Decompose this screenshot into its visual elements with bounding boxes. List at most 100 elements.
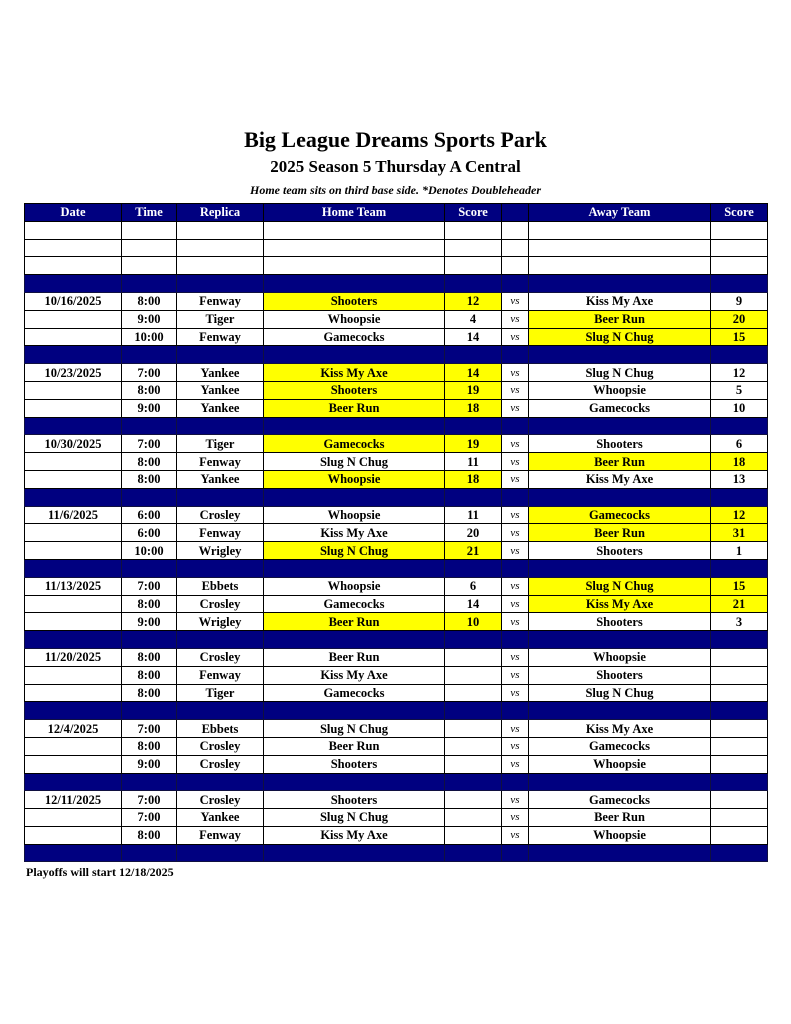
separator-cell [444, 701, 502, 721]
vs-cell: vs [501, 469, 529, 489]
home-score-cell: 20 [444, 523, 502, 543]
away-team-cell: Whoopsie [528, 754, 711, 774]
away-score-cell: 31 [710, 523, 768, 543]
date-cell: 10/23/2025 [24, 363, 122, 382]
date-cell [24, 665, 122, 685]
home-score-cell: 19 [444, 380, 502, 400]
blank-row [24, 220, 768, 240]
separator-cell [501, 843, 529, 863]
away-team-cell: Whoopsie [528, 380, 711, 400]
home-team-cell: Beer Run [263, 736, 445, 756]
separator-cell [24, 630, 122, 649]
away-team-cell: Slug N Chug [528, 576, 711, 596]
replica-cell: Tiger [176, 683, 264, 703]
empty-cell [444, 220, 502, 240]
away-score-cell: 9 [710, 291, 768, 311]
date-cell [24, 452, 122, 471]
home-score-cell [444, 754, 502, 774]
away-team-cell: Slug N Chug [528, 683, 711, 703]
vs-cell: vs [501, 594, 529, 614]
time-cell: 7:00 [121, 576, 177, 596]
separator-cell [710, 701, 768, 721]
away-score-cell: 12 [710, 505, 768, 525]
separator-cell [444, 843, 502, 863]
empty-cell [710, 256, 768, 276]
separator-row [24, 772, 768, 792]
date-cell: 11/13/2025 [24, 576, 122, 596]
away-score-cell: 15 [710, 327, 768, 347]
page-subtitle: 2025 Season 5 Thursday A Central [270, 157, 521, 176]
separator-cell [528, 701, 711, 721]
separator-cell [263, 558, 445, 578]
separator-cell [444, 416, 502, 436]
away-score-cell: 12 [710, 363, 768, 382]
away-team-cell: Kiss My Axe [528, 291, 711, 311]
empty-cell [263, 220, 445, 240]
column-header-time: Time [121, 203, 177, 222]
date-cell: 11/6/2025 [24, 505, 122, 525]
vs-cell: vs [501, 665, 529, 685]
replica-cell: Yankee [176, 398, 264, 418]
vs-cell: vs [501, 434, 529, 454]
table-row: 8:00 Fenway Slug N Chug 11 vs Beer Run 18 [24, 452, 768, 471]
separator-cell [710, 772, 768, 792]
empty-cell [176, 220, 264, 240]
replica-cell: Yankee [176, 808, 264, 827]
separator-cell [444, 345, 502, 365]
empty-cell [501, 238, 529, 258]
replica-cell: Crosley [176, 647, 264, 667]
home-team-cell: Shooters [263, 754, 445, 774]
replica-cell: Tiger [176, 434, 264, 454]
away-score-cell [710, 825, 768, 845]
separator-cell [263, 416, 445, 436]
away-score-cell: 5 [710, 380, 768, 400]
table-row: 10:00 Wrigley Slug N Chug 21 vs Shooters 1 [24, 541, 768, 560]
table-row: 8:00 Fenway Kiss My Axe vs Shooters [24, 665, 768, 685]
table-row: 10:00 Fenway Gamecocks 14 vs Slug N Chug 15 [24, 327, 768, 347]
separator-cell [176, 630, 264, 649]
table-row: 8:00 Yankee Shooters 19 vs Whoopsie 5 [24, 380, 768, 400]
away-team-cell: Whoopsie [528, 647, 711, 667]
home-score-cell: 11 [444, 505, 502, 525]
separator-cell [444, 487, 502, 507]
away-score-cell [710, 647, 768, 667]
separator-cell [501, 630, 529, 649]
away-team-cell: Beer Run [528, 523, 711, 543]
vs-cell: vs [501, 398, 529, 418]
replica-cell: Crosley [176, 505, 264, 525]
home-score-cell: 10 [444, 612, 502, 632]
time-cell: 10:00 [121, 327, 177, 347]
time-cell: 7:00 [121, 808, 177, 827]
replica-cell: Crosley [176, 736, 264, 756]
separator-cell [176, 701, 264, 721]
time-cell: 8:00 [121, 683, 177, 703]
date-cell [24, 754, 122, 774]
away-score-cell [710, 736, 768, 756]
vs-cell: vs [501, 576, 529, 596]
home-score-cell [444, 665, 502, 685]
home-team-cell: Slug N Chug [263, 541, 445, 560]
home-score-cell: 21 [444, 541, 502, 560]
separator-cell [710, 487, 768, 507]
away-score-cell: 6 [710, 434, 768, 454]
separator-cell [528, 416, 711, 436]
date-cell [24, 612, 122, 632]
home-score-cell [444, 647, 502, 667]
date-cell [24, 380, 122, 400]
separator-cell [710, 416, 768, 436]
table-row: 8:00 Tiger Gamecocks vs Slug N Chug [24, 683, 768, 703]
time-cell: 8:00 [121, 469, 177, 489]
separator-cell [24, 843, 122, 863]
home-score-cell: 18 [444, 469, 502, 489]
separator-cell [24, 558, 122, 578]
time-cell: 10:00 [121, 541, 177, 560]
vs-cell: vs [501, 825, 529, 845]
away-team-cell: Beer Run [528, 309, 711, 329]
away-team-cell: Beer Run [528, 452, 711, 471]
separator-cell [121, 772, 177, 792]
separator-cell [528, 630, 711, 649]
replica-cell: Fenway [176, 825, 264, 845]
empty-cell [528, 238, 711, 258]
away-team-cell: Gamecocks [528, 790, 711, 810]
separator-cell [176, 558, 264, 578]
